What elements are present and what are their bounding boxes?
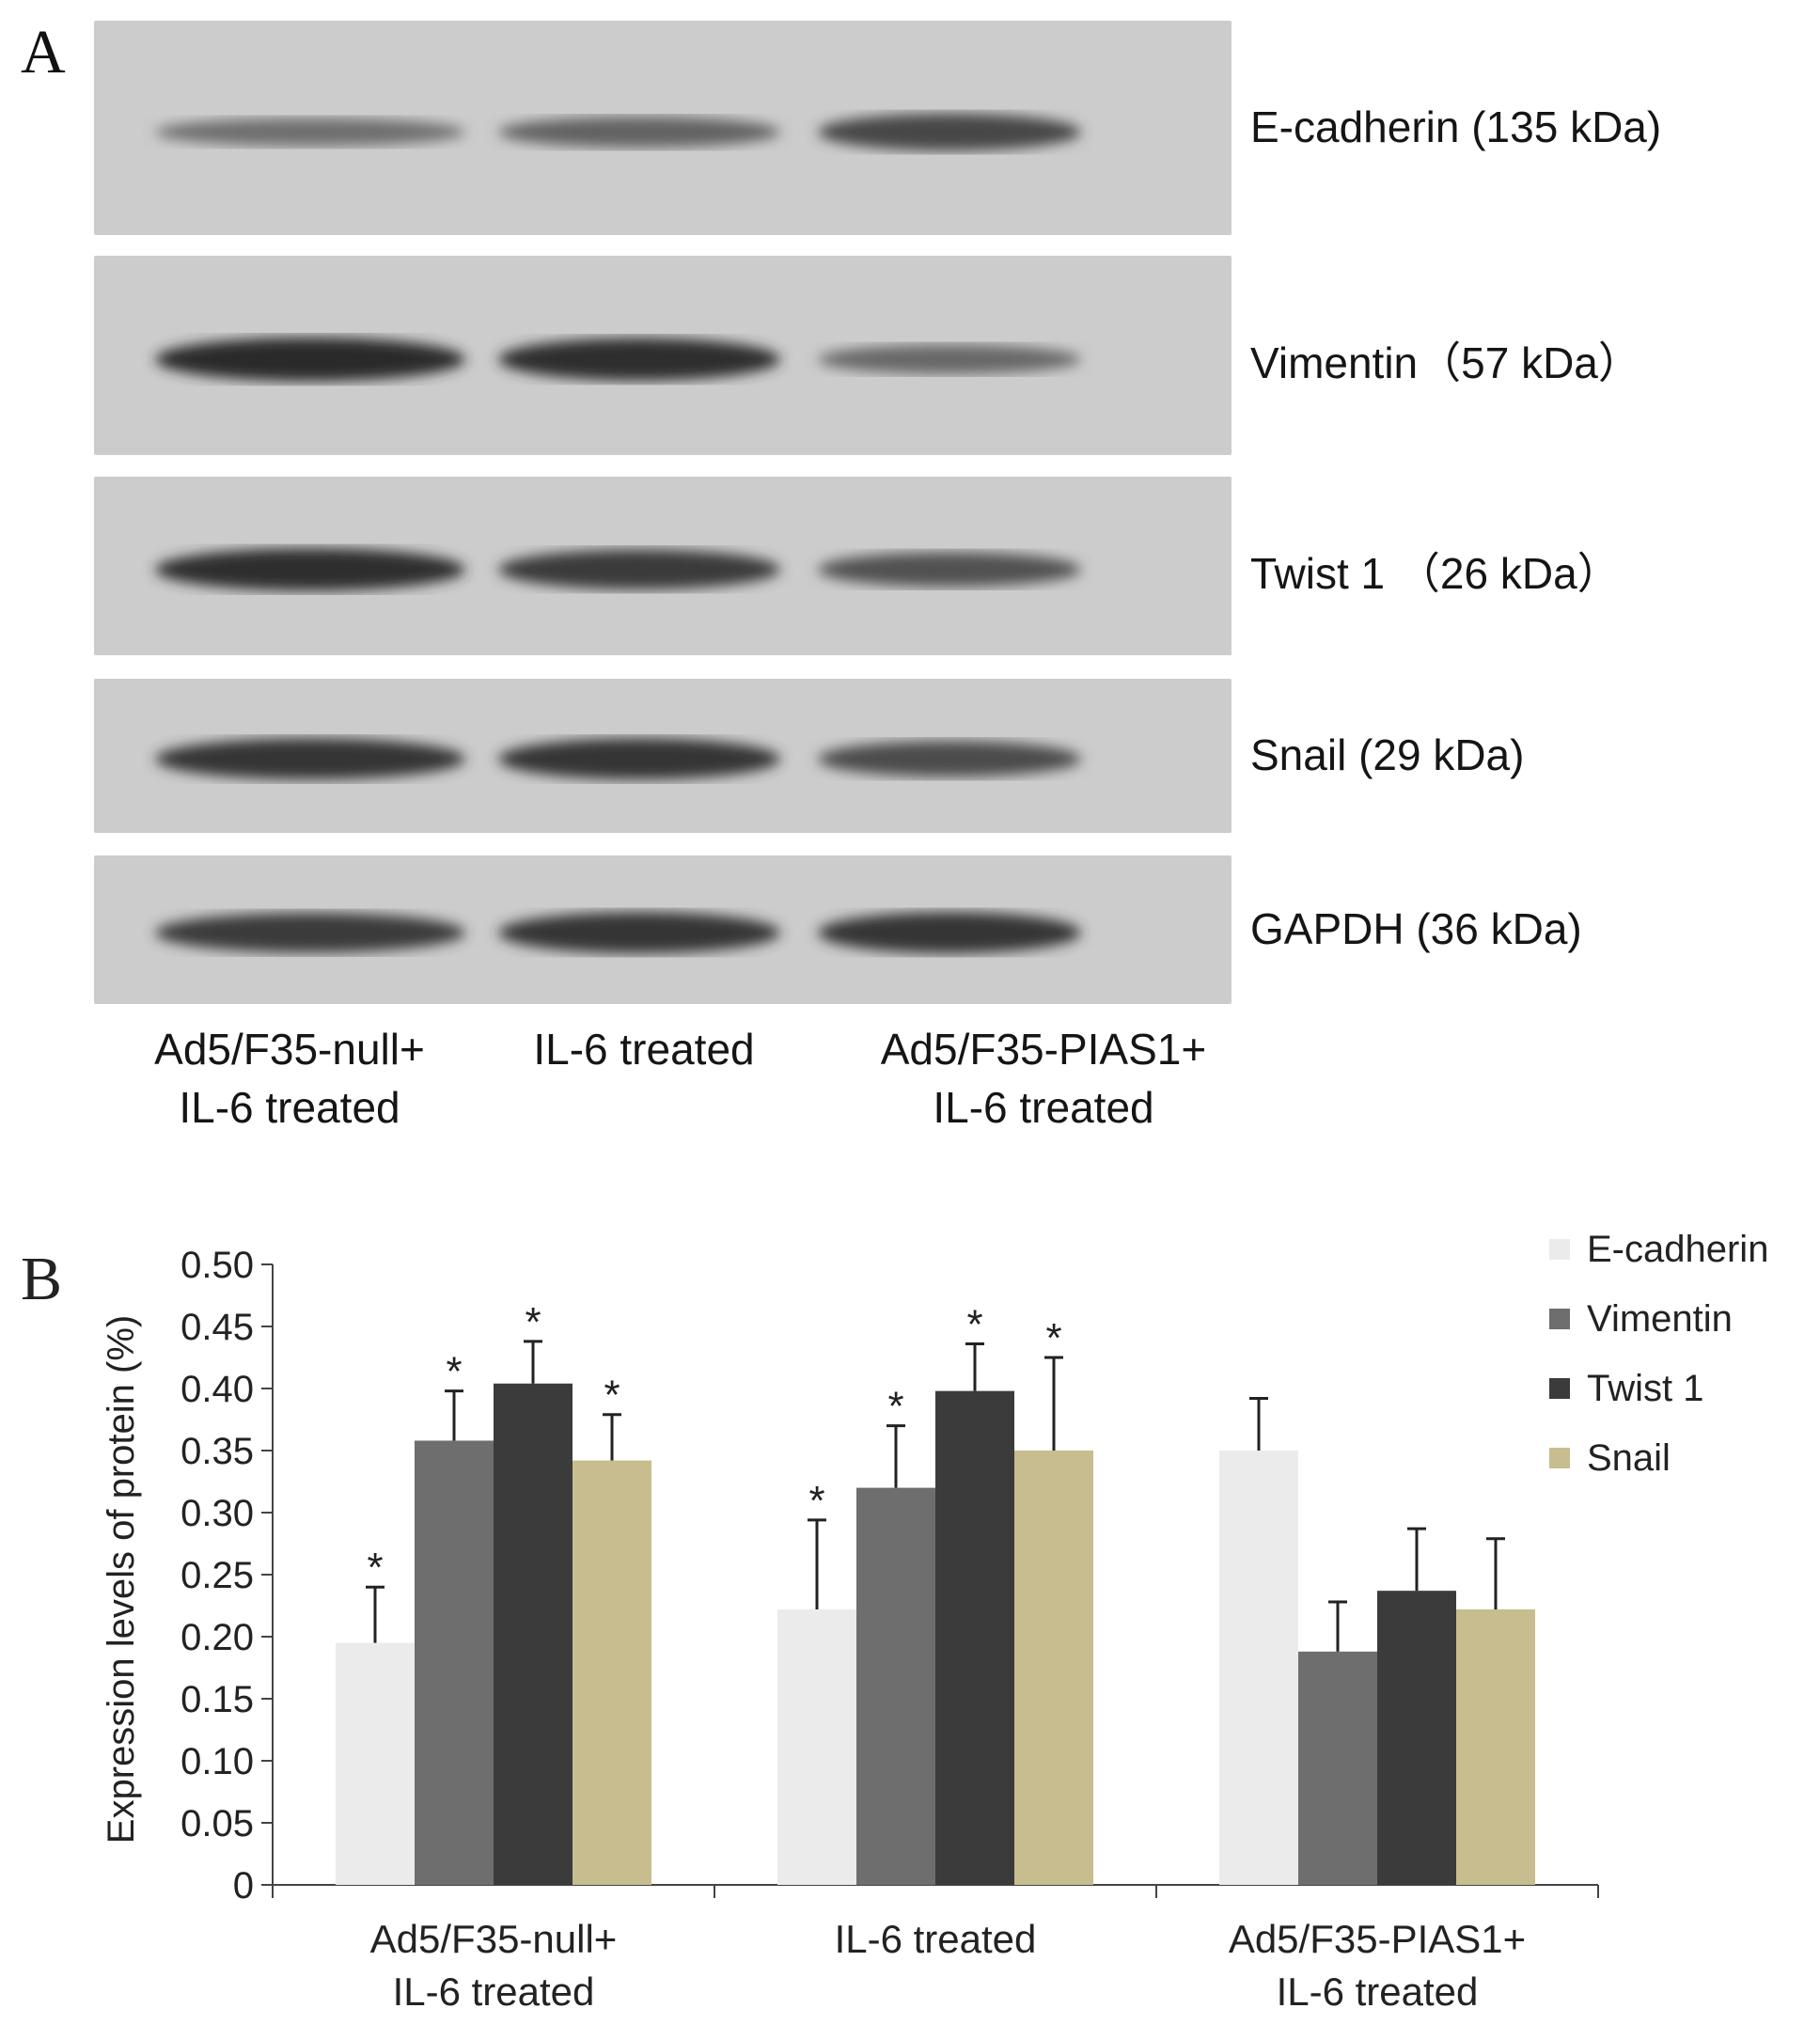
significance-marker: * [808,1478,824,1524]
band-1-1 [155,118,465,147]
x-category-label-3: Ad5/F35-PIAS1+ [1229,1917,1526,1961]
significance-marker: * [966,1301,982,1347]
blot-label-3: Twist 1 （26 kDa） [1250,549,1621,598]
band-4-1 [155,738,465,780]
blot-label-4: Snail (29 kDa) [1250,730,1525,779]
lane-label-3-line1: Ad5/F35-PIAS1+ [880,1025,1207,1074]
y-tick-label: 0.20 [180,1617,254,1658]
band-5-3 [818,912,1081,954]
band-3-3 [818,552,1081,588]
x-category-label-1: IL-6 treated [393,1969,595,2014]
band-1-3 [818,113,1081,151]
band-3-1 [155,548,465,591]
bar-vimentin-1 [415,1440,494,1885]
legend: E-cadherin Vimentin Twist 1 Snail [1549,1229,1768,1479]
bar-snail-2 [1014,1451,1093,1885]
lane-label-1-line2: IL-6 treated [179,1083,400,1132]
bar-e-cadherin-2 [777,1608,856,1885]
bar-snail-1 [573,1460,651,1885]
legend-label-2: Vimentin [1587,1298,1733,1340]
band-5-1 [155,912,465,953]
x-category-label-2: IL-6 treated [835,1917,1037,1961]
bar-twist-1-3 [1377,1591,1456,1885]
band-2-1 [155,337,465,382]
x-category-label-3: IL-6 treated [1277,1969,1479,2014]
lane-label-1-line1: Ad5/F35-null+ [154,1025,425,1074]
bar-chart: B Expression levels of protein (%) 0 0.05… [21,1229,1768,2014]
band-4-2 [498,738,780,780]
legend-label-1: E-cadherin [1587,1229,1768,1270]
blot-strip-4 [94,679,1232,833]
lane-label-2: IL-6 treated [428,1020,860,1078]
blot-label-5: GAPDH (36 kDa) [1250,904,1582,953]
blot-strip-1 [94,21,1232,235]
bar-e-cadherin-3 [1219,1451,1298,1885]
y-tick-label: 0.10 [180,1741,254,1782]
legend-swatch-1 [1549,1239,1570,1260]
y-tick-label: 0.30 [180,1493,254,1534]
legend-swatch-4 [1549,1448,1570,1468]
bar-vimentin-2 [856,1487,935,1885]
bar-twist-1-2 [935,1390,1014,1885]
lane-label-1: Ad5/F35-null+ IL-6 treated [73,1020,506,1137]
y-axis-label: Expression levels of protein (%) [101,1315,142,1844]
lane-label-3-line2: IL-6 treated [933,1083,1154,1132]
y-tick-label: 0.25 [180,1555,254,1596]
band-1-2 [498,117,780,148]
lane-label-3: Ad5/F35-PIAS1+ IL-6 treated [827,1020,1260,1137]
y-tick-label: 0.05 [180,1803,254,1844]
significance-marker: * [367,1545,383,1591]
significance-marker: * [525,1299,541,1345]
blot-strip-5 [94,855,1232,1004]
band-4-3 [818,741,1081,777]
significance-marker: * [1045,1315,1061,1361]
legend-label-4: Snail [1587,1437,1671,1479]
panel-a-letter: A [21,18,66,86]
bar-vimentin-3 [1298,1651,1377,1885]
bar-twist-1-1 [494,1383,573,1885]
legend-label-3: Twist 1 [1587,1368,1703,1409]
panel-b-letter: B [21,1245,62,1313]
lane-label-2-line1: IL-6 treated [533,1025,755,1074]
blot-label-2: Vimentin（57 kDa） [1250,338,1641,387]
axes: 0 0.05 0.10 0.15 0.20 0.25 0.30 0.35 0.40 0.45 0.5… [180,1245,1599,2014]
y-tick-label: 0.35 [180,1431,254,1472]
band-2-3 [818,344,1081,374]
legend-swatch-2 [1549,1309,1570,1329]
significance-marker: * [887,1384,903,1430]
y-tick-label: 0.40 [180,1369,254,1410]
x-category-label-1: Ad5/F35-null+ [370,1917,618,1961]
blot-strip-3 [94,477,1232,655]
y-tick-label: 0.45 [180,1307,254,1348]
band-2-2 [498,337,780,381]
significance-marker: * [446,1349,462,1395]
bars: * * * * * * * * [336,1299,1535,1885]
blot-strip-2 [94,256,1232,455]
band-3-2 [498,549,780,589]
bar-e-cadherin-1 [336,1642,415,1885]
bar-snail-3 [1456,1608,1535,1885]
band-5-2 [498,912,780,954]
blot-label-1: E-cadherin (135 kDa) [1250,102,1662,151]
y-tick-label: 0.50 [180,1245,254,1286]
y-tick-label: 0 [233,1865,254,1906]
legend-swatch-3 [1549,1378,1570,1399]
y-tick-label: 0.15 [180,1679,254,1720]
significance-marker: * [604,1373,620,1419]
